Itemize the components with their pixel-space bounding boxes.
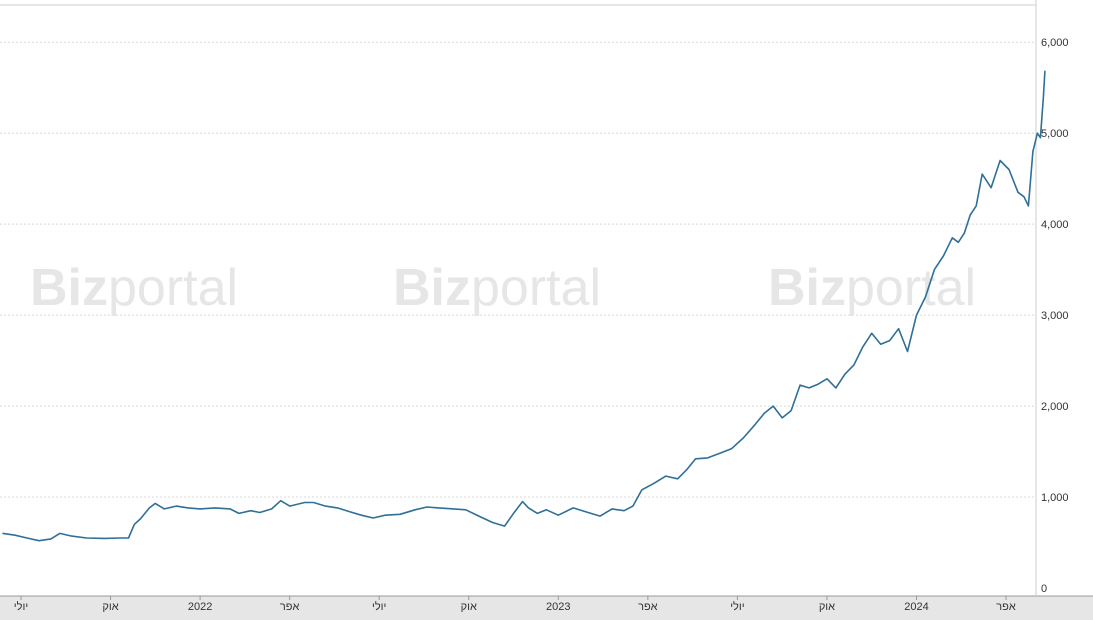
x-axis-band xyxy=(0,596,1093,620)
watermarks: Bizportal Bizportal Bizportal xyxy=(30,259,976,317)
gridlines xyxy=(0,41,1036,498)
x-tick-label: אפר xyxy=(280,601,300,613)
y-tick-label: 0 xyxy=(1041,583,1047,595)
x-tick-label: אפר xyxy=(996,601,1016,613)
series-layer xyxy=(2,70,1046,542)
y-tick-label: 6,000 xyxy=(1041,37,1069,49)
x-tick-label: אפר xyxy=(638,601,658,613)
x-tick-label: 2022 xyxy=(188,601,212,613)
x-tick-label: יולי xyxy=(372,600,386,613)
x-tick-label: יולי xyxy=(730,600,744,613)
y-tick-label: 4,000 xyxy=(1041,219,1069,231)
x-tick-label: אוק xyxy=(102,601,118,613)
x-tick-label: יולי xyxy=(14,600,28,613)
watermark-3: Bizportal xyxy=(768,259,976,317)
x-tick-label: 2023 xyxy=(546,601,570,613)
watermark-1: Bizportal xyxy=(30,259,238,317)
watermark-2: Bizportal xyxy=(393,259,601,317)
y-tick-label: 2,000 xyxy=(1041,401,1069,413)
y-axis-ticks: 0 1,000 2,000 3,000 4,000 5,000 6,000 xyxy=(1041,37,1069,595)
y-tick-label: 1,000 xyxy=(1041,492,1069,504)
x-axis-ticks: יולי אוק 2022 אפר יולי אוק 2023 אפר יולי אוק 2024 א… xyxy=(14,596,1016,613)
price-series-line xyxy=(2,70,1046,542)
x-tick-label: 2024 xyxy=(904,601,928,613)
y-tick-label: 5,000 xyxy=(1041,128,1069,140)
x-tick-label: אוק xyxy=(461,601,477,613)
y-tick-label: 3,000 xyxy=(1041,310,1069,322)
x-tick-label: אוק xyxy=(819,601,835,613)
